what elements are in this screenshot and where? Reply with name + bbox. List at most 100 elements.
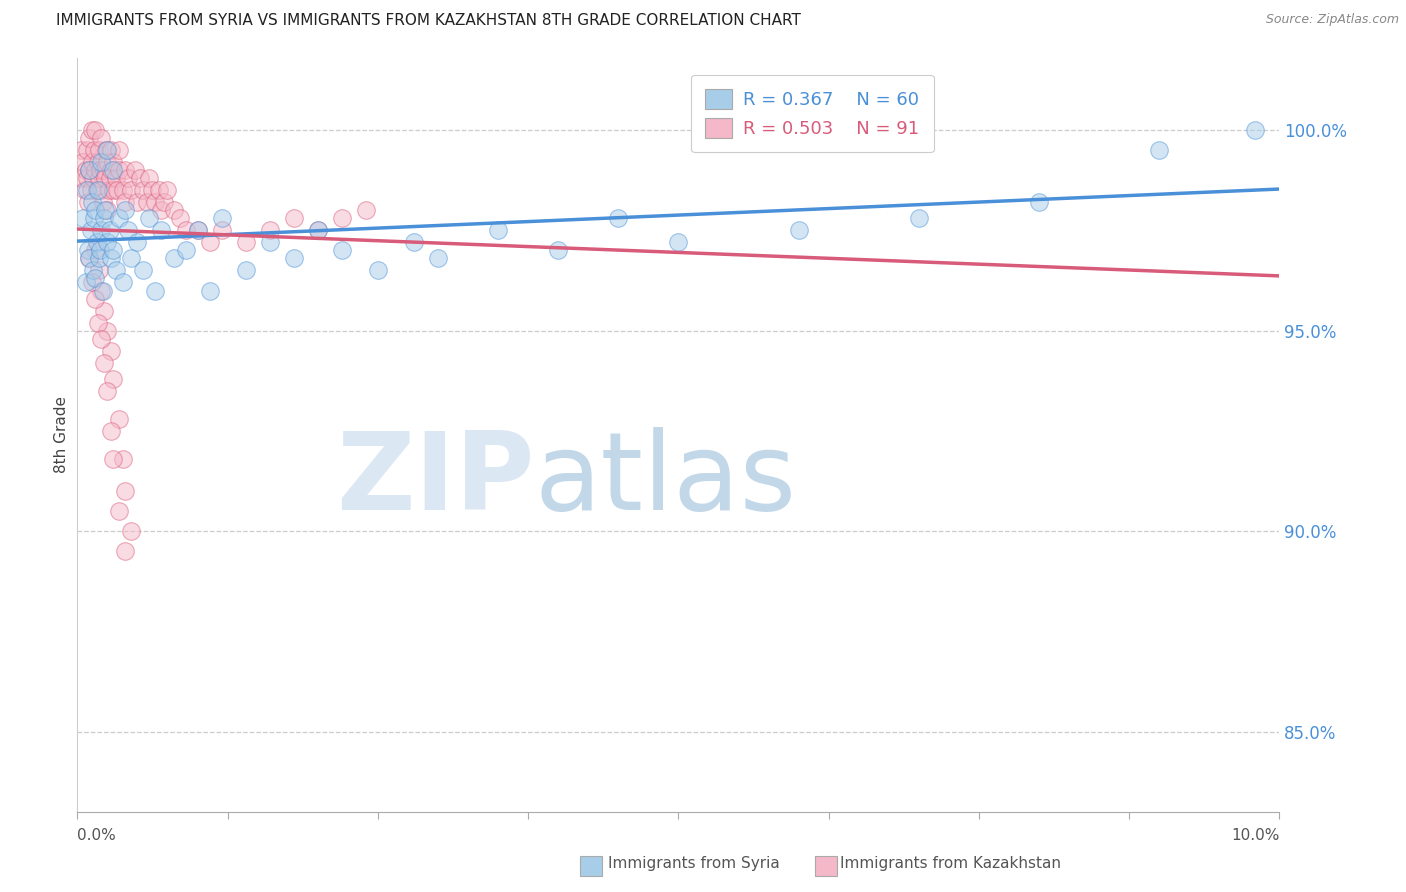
Point <box>79 163 101 178</box>
Point <box>87 171 110 186</box>
Point <box>93 356 115 370</box>
Point <box>96 143 118 157</box>
Point <box>136 195 159 210</box>
Point <box>89 163 111 178</box>
Point <box>427 252 450 266</box>
Point <box>132 183 155 197</box>
Point <box>114 483 136 498</box>
Point <box>89 244 111 258</box>
Point <box>82 171 104 186</box>
Point <box>87 252 110 266</box>
Text: Source: ZipAtlas.com: Source: ZipAtlas.com <box>1265 13 1399 27</box>
Point <box>114 544 136 558</box>
Point <box>80 123 103 137</box>
Point <box>93 303 115 318</box>
Point <box>174 223 197 237</box>
Point <box>82 263 104 277</box>
Point <box>90 131 112 145</box>
Point <box>354 203 377 218</box>
Point <box>96 143 118 157</box>
Point <box>96 324 118 338</box>
Point <box>111 276 134 290</box>
Point <box>114 203 136 218</box>
Point <box>79 252 101 266</box>
Point <box>211 223 233 237</box>
Point <box>1244 123 1267 137</box>
Point <box>83 211 105 226</box>
Point <box>94 171 117 186</box>
Point <box>148 183 170 197</box>
Point <box>120 183 142 197</box>
Point <box>547 244 569 258</box>
Point <box>94 203 117 218</box>
Point <box>103 451 125 466</box>
Point <box>128 171 150 186</box>
Point <box>108 412 131 426</box>
Point <box>79 223 101 237</box>
Point <box>105 183 128 197</box>
Point <box>108 143 131 157</box>
Point <box>87 155 110 169</box>
Point <box>486 223 509 237</box>
Point <box>98 171 121 186</box>
Point <box>103 163 125 178</box>
Point <box>150 223 173 237</box>
Point <box>120 524 142 538</box>
Point <box>117 171 139 186</box>
Point <box>103 183 125 197</box>
Point <box>80 195 103 210</box>
Point <box>97 183 120 197</box>
Point <box>103 244 125 258</box>
Point <box>607 211 630 226</box>
Point <box>93 211 115 226</box>
Point <box>367 263 389 277</box>
Point <box>84 203 107 218</box>
Point <box>100 343 122 358</box>
Point <box>77 244 100 258</box>
Point <box>104 263 127 277</box>
Point <box>72 155 94 169</box>
Point <box>235 235 257 250</box>
Point <box>80 155 103 169</box>
Point <box>330 244 353 258</box>
Point <box>91 195 114 210</box>
Point <box>96 155 118 169</box>
Point <box>114 163 136 178</box>
Point <box>80 276 103 290</box>
Point <box>283 211 305 226</box>
Point <box>76 143 98 157</box>
Point <box>104 171 127 186</box>
Point <box>114 195 136 210</box>
Point <box>96 203 118 218</box>
Point <box>90 183 112 197</box>
Point <box>84 271 107 285</box>
Y-axis label: 8th Grade: 8th Grade <box>53 396 69 474</box>
Point <box>259 223 281 237</box>
Point <box>1028 195 1050 210</box>
Point <box>70 171 93 186</box>
Point <box>108 504 131 518</box>
Point <box>132 263 155 277</box>
Point <box>100 424 122 438</box>
Point <box>90 332 112 346</box>
Point <box>84 244 107 258</box>
Point <box>75 163 97 178</box>
Point <box>235 263 257 277</box>
Point <box>87 263 110 277</box>
Point <box>138 211 160 226</box>
Point <box>96 384 118 398</box>
Text: atlas: atlas <box>534 427 796 533</box>
Text: 10.0%: 10.0% <box>1232 828 1279 843</box>
Point <box>77 195 100 210</box>
Point <box>120 252 142 266</box>
Point <box>76 183 98 197</box>
Point <box>98 223 121 237</box>
Point <box>84 163 107 178</box>
Point <box>111 183 134 197</box>
Point <box>162 203 184 218</box>
Point <box>108 163 131 178</box>
Text: ZIP: ZIP <box>336 427 534 533</box>
Point <box>96 235 118 250</box>
Point <box>127 195 149 210</box>
Point <box>402 235 425 250</box>
